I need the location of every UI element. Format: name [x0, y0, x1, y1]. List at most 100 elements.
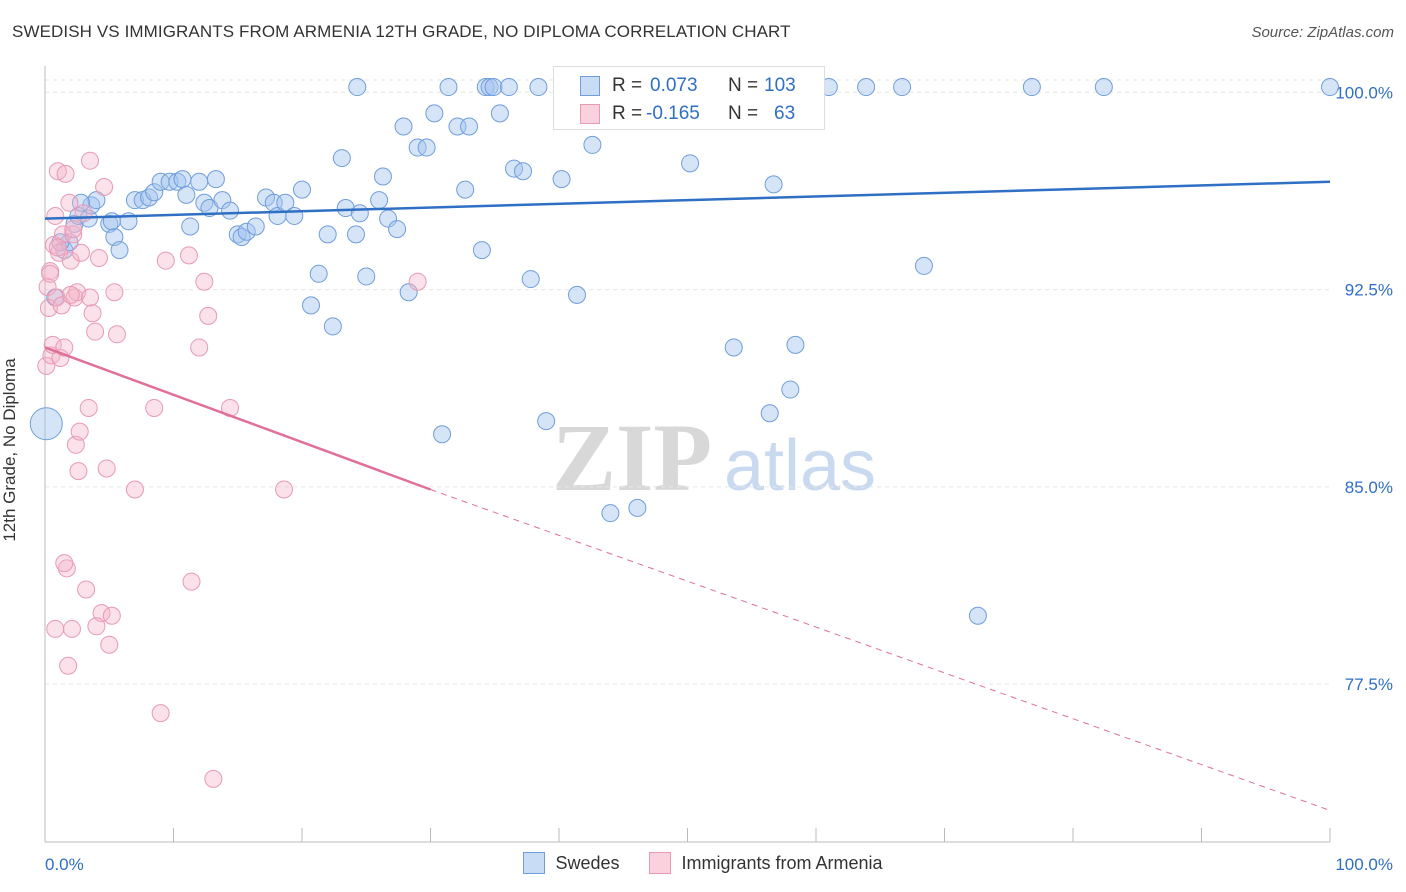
- point-swedes-67: [499, 78, 518, 97]
- point-swedes-27: [213, 191, 232, 210]
- point-armenia-61: [87, 617, 106, 636]
- point-swedes-19: [168, 172, 187, 191]
- point-swedes-70: [521, 270, 540, 289]
- watermark-atlas: atlas: [724, 426, 876, 506]
- point-armenia-43: [145, 398, 164, 417]
- x-tick-label-0: 0.0%: [45, 855, 84, 874]
- point-swedes-64: [480, 78, 499, 97]
- point-swedes-60: [456, 180, 475, 199]
- point-swedes-97: [348, 78, 367, 97]
- point-swedes-49: [373, 167, 392, 186]
- point-armenia-48: [190, 338, 209, 357]
- trend-line-swedes: [44, 180, 1331, 220]
- point-swedes-21: [177, 185, 196, 204]
- point-swedes-42: [323, 317, 342, 336]
- point-swedes-40: [309, 264, 328, 283]
- point-swedes-69: [514, 162, 533, 181]
- point-swedes-23: [190, 172, 209, 191]
- point-swedes-95: [1094, 78, 1113, 97]
- point-swedes-41: [318, 225, 337, 244]
- point-swedes-26: [206, 170, 225, 189]
- point-swedes-0: [29, 407, 63, 441]
- stats-row-swedes: R = 0.073 N = 103: [554, 71, 824, 101]
- point-swedes-8: [87, 191, 106, 210]
- point-swedes-7: [82, 196, 101, 215]
- point-swedes-96: [1321, 78, 1339, 97]
- point-armenia-18: [60, 193, 79, 212]
- point-swedes-50: [379, 209, 398, 228]
- point-armenia-27: [71, 243, 90, 262]
- point-armenia-55: [41, 264, 60, 283]
- point-armenia-62: [64, 220, 83, 239]
- point-swedes-31: [237, 222, 256, 241]
- point-armenia-21: [64, 225, 83, 244]
- point-swedes-78: [601, 504, 620, 523]
- point-swedes-53: [399, 283, 418, 302]
- point-swedes-39: [301, 296, 320, 315]
- point-swedes-51: [388, 220, 407, 239]
- trend-line-armenia: [44, 346, 431, 491]
- point-swedes-92: [914, 256, 933, 275]
- point-armenia-29: [77, 580, 96, 599]
- stats-row-armenia: R = -0.165 N = 63: [554, 99, 824, 129]
- point-swedes-46: [350, 204, 369, 223]
- point-armenia-38: [100, 635, 119, 654]
- legend-label-armenia: Immigrants from Armenia: [681, 852, 883, 873]
- swedes-r-label: R =: [612, 75, 643, 96]
- point-swedes-37: [285, 206, 304, 225]
- point-swedes-11: [110, 241, 129, 260]
- point-swedes-58: [439, 78, 458, 97]
- point-armenia-53: [275, 480, 294, 499]
- y-tick-label-3: 77.5%: [1345, 675, 1393, 694]
- point-swedes-63: [476, 78, 495, 97]
- point-swedes-44: [336, 199, 355, 218]
- point-swedes-56: [425, 104, 444, 123]
- point-armenia-28: [74, 204, 93, 223]
- armenia-n-value: 63: [774, 103, 796, 124]
- point-swedes-61: [460, 117, 479, 136]
- point-armenia-51: [204, 769, 223, 788]
- legend-item-armenia[interactable]: Immigrants from Armenia: [649, 852, 883, 874]
- point-swedes-88: [786, 335, 805, 354]
- point-swedes-65: [484, 78, 503, 97]
- armenia-r-value: -0.165: [646, 103, 700, 124]
- point-swedes-98: [529, 78, 548, 97]
- point-swedes-16: [145, 183, 164, 202]
- point-armenia-44: [151, 704, 170, 723]
- swedes-n-label: N =: [728, 75, 759, 96]
- point-armenia-33: [86, 322, 105, 341]
- point-armenia-0: [37, 356, 56, 375]
- point-swedes-62: [472, 241, 491, 260]
- point-swedes-57: [433, 425, 452, 444]
- point-armenia-25: [69, 462, 88, 481]
- y-tick-label-2: 85.0%: [1345, 478, 1393, 497]
- point-swedes-91: [893, 78, 912, 97]
- point-armenia-49: [195, 272, 214, 291]
- y-tick-label-1: 92.5%: [1345, 281, 1393, 300]
- point-swedes-48: [370, 191, 389, 210]
- point-armenia-17: [59, 656, 78, 675]
- armenia-swatch: [580, 104, 600, 124]
- point-armenia-45: [156, 251, 175, 270]
- point-swedes-94: [1022, 78, 1041, 97]
- swedes-swatch: [580, 76, 600, 96]
- trend-line-armenia-extension: [430, 489, 1331, 811]
- point-swedes-32: [246, 217, 265, 236]
- point-armenia-40: [105, 283, 124, 302]
- point-armenia-57: [61, 285, 80, 304]
- point-armenia-47: [182, 572, 201, 591]
- chart-title: SWEDISH VS IMMIGRANTS FROM ARMENIA 12TH …: [12, 22, 791, 41]
- point-swedes-20: [173, 170, 192, 189]
- point-swedes-85: [760, 404, 779, 423]
- point-swedes-82: [681, 154, 700, 173]
- point-swedes-43: [332, 149, 351, 168]
- point-swedes-66: [490, 104, 509, 123]
- legend-item-swedes[interactable]: Swedes: [523, 852, 619, 874]
- armenia-n-label: N =: [728, 103, 759, 124]
- point-armenia-58: [80, 151, 99, 170]
- point-armenia-15: [56, 164, 75, 183]
- point-swedes-90: [857, 78, 876, 97]
- point-armenia-41: [107, 325, 126, 344]
- stats-legend: R = 0.073 N = 103 R = -0.165 N = 63: [553, 66, 825, 130]
- point-swedes-25: [200, 199, 219, 218]
